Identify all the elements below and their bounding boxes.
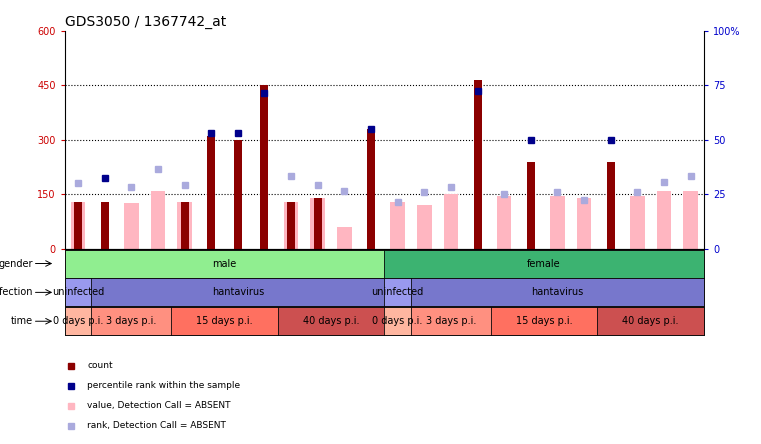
Bar (151, 190, 165, 249)
Bar (444, 194, 458, 249)
Text: 0 days p.i.: 0 days p.i. (372, 316, 423, 326)
Bar (607, 162, 615, 249)
Bar (287, 202, 295, 249)
Bar (577, 198, 591, 249)
Text: 15 days p.i.: 15 days p.i. (196, 316, 253, 326)
Text: 3 days p.i.: 3 days p.i. (425, 316, 476, 326)
Bar (630, 196, 645, 249)
Text: 3 days p.i.: 3 days p.i. (106, 316, 157, 326)
Bar (491, 307, 597, 335)
Text: 0 days p.i.: 0 days p.i. (53, 316, 103, 326)
Text: rank, Detection Call = ABSENT: rank, Detection Call = ABSENT (87, 421, 226, 430)
Bar (417, 205, 431, 249)
Bar (683, 190, 698, 249)
Text: count: count (87, 361, 113, 370)
Bar (65, 250, 384, 278)
Text: percentile rank within the sample: percentile rank within the sample (87, 381, 240, 390)
Bar (180, 202, 189, 249)
Bar (177, 202, 192, 249)
Bar (384, 250, 704, 278)
Bar (497, 196, 511, 249)
Bar (390, 202, 405, 249)
Bar (100, 202, 109, 249)
Bar (260, 86, 269, 249)
Bar (597, 307, 704, 335)
Text: 15 days p.i.: 15 days p.i. (516, 316, 572, 326)
Bar (473, 80, 482, 249)
Text: hantavirus: hantavirus (212, 287, 264, 297)
Bar (411, 307, 491, 335)
Bar (337, 227, 352, 249)
Bar (65, 278, 91, 306)
Bar (310, 198, 325, 249)
Bar (384, 307, 411, 335)
Bar (657, 190, 671, 249)
Text: uninfected: uninfected (371, 287, 424, 297)
Text: infection: infection (0, 287, 33, 297)
Bar (65, 307, 91, 335)
Bar (314, 198, 322, 249)
Text: uninfected: uninfected (52, 287, 104, 297)
Text: male: male (212, 258, 237, 269)
Text: gender: gender (0, 258, 33, 269)
Bar (234, 140, 242, 249)
Text: value, Detection Call = ABSENT: value, Detection Call = ABSENT (87, 401, 231, 410)
Bar (550, 196, 565, 249)
Bar (91, 307, 171, 335)
Text: GDS3050 / 1367742_at: GDS3050 / 1367742_at (65, 15, 226, 29)
Bar (278, 307, 384, 335)
Bar (71, 202, 85, 249)
Bar (124, 203, 139, 249)
Bar (91, 278, 384, 306)
Text: hantavirus: hantavirus (531, 287, 584, 297)
Bar (207, 136, 215, 249)
Bar (384, 278, 411, 306)
Bar (74, 202, 82, 249)
Text: time: time (11, 316, 33, 326)
Bar (527, 162, 535, 249)
Text: 40 days p.i.: 40 days p.i. (622, 316, 679, 326)
Bar (411, 278, 704, 306)
Bar (171, 307, 278, 335)
Bar (284, 202, 298, 249)
Text: female: female (527, 258, 561, 269)
Text: 40 days p.i.: 40 days p.i. (303, 316, 359, 326)
Bar (367, 129, 375, 249)
